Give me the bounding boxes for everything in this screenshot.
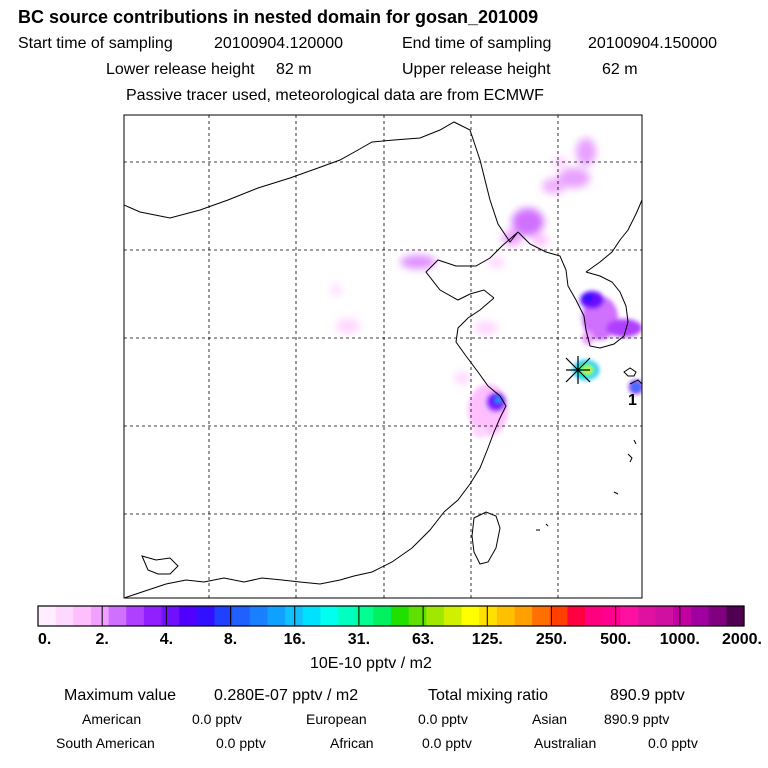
lower-height-label: Lower release height [106, 61, 255, 78]
colorbar-cell [38, 606, 57, 626]
colorbar-cell [143, 606, 163, 626]
colorbar-cell [214, 606, 233, 626]
colorbar-cell [126, 606, 145, 626]
colorbar-tick-label: 500. [600, 631, 631, 648]
colorbar-cell [691, 606, 710, 626]
map-panel: 1 [123, 114, 643, 599]
asian-label: Asian [532, 711, 568, 727]
colorbar-cell [496, 606, 516, 626]
colorbar-cell [391, 606, 410, 626]
colorbar-cell [302, 606, 321, 626]
colorbar-cell [249, 606, 269, 626]
colorbar-cell [320, 606, 339, 626]
colorbar-cell [426, 606, 445, 626]
european-value: 0.0 pptv [418, 711, 468, 727]
upper-height-label: Upper release height [402, 61, 551, 78]
colorbar-cell [267, 606, 286, 626]
colorbar-cell [355, 606, 374, 626]
colorbar-tick-label: 31. [348, 631, 370, 648]
australian-label: Australian [534, 735, 597, 751]
plume-bohai [454, 321, 498, 384]
colorbar-cell [655, 606, 674, 626]
colorbar-cell [232, 606, 251, 626]
plume-japan-hotspot [629, 380, 642, 394]
colorbar-cell [55, 606, 74, 626]
american-label: American [82, 711, 142, 727]
total-mixing-value: 890.9 pptv [610, 687, 685, 704]
african-value: 0.0 pptv [422, 735, 472, 751]
colorbar-tick-label: 2. [96, 631, 109, 648]
colorbar-cell [638, 606, 657, 626]
colorbar-cell [479, 606, 498, 626]
colorbar-cell [90, 606, 110, 626]
colorbar-units: 10E-10 pptv / m2 [310, 655, 432, 672]
american-value: 0.0 pptv [192, 711, 242, 727]
colorbar-cell [196, 606, 216, 626]
end-time-value: 20100904.150000 [588, 35, 718, 52]
colorbar-cell [585, 606, 604, 626]
plume-far-northeast [542, 138, 596, 194]
colorbar-tick-label: 4. [160, 631, 173, 648]
colorbar-cell [443, 606, 463, 626]
start-time-label: Start time of sampling [18, 35, 173, 52]
south-american-value: 0.0 pptv [216, 735, 266, 751]
lower-height-value: 82 m [276, 61, 312, 78]
total-mixing-label: Total mixing ratio [428, 687, 549, 704]
chart-title: BC source contributions in nested domain… [18, 7, 539, 27]
south-american-label: South American [56, 735, 155, 751]
australian-value: 0.0 pptv [648, 735, 698, 751]
colorbar-tick-label: 125. [472, 631, 503, 648]
plume-korea-hotspot [580, 291, 642, 345]
asian-value: 890.9 pptv [604, 711, 670, 727]
colorbar-tick-label: 1000. [660, 631, 700, 648]
colorbar-cell [549, 606, 569, 626]
african-label: African [330, 735, 374, 751]
plume-north-china [331, 255, 504, 334]
colorbar-cell [373, 606, 392, 626]
start-time-value: 20100904.120000 [214, 35, 344, 52]
colorbar-cell [285, 606, 304, 626]
tracer-note: Passive tracer used, meteorological data… [126, 87, 544, 104]
map-frame [123, 114, 643, 599]
colorbar-cell [461, 606, 480, 626]
colorbar-tick-label: 2000. [722, 631, 762, 648]
colorbar-cell [161, 606, 180, 626]
colorbar-cell [708, 606, 727, 626]
max-value: 0.280E-07 pptv / m2 [214, 687, 359, 704]
colorbar-tick-label: 16. [284, 631, 306, 648]
upper-height-value: 62 m [602, 61, 638, 78]
colorbar-cell [73, 606, 92, 626]
gridlines [124, 115, 642, 598]
colorbar-cell [567, 606, 586, 626]
colorbar: 0. 2. 4. 8. 16. 31. 63. 125. 250. 500. 1000. 2000. [37, 605, 762, 648]
colorbar-tick-label: 8. [224, 631, 237, 648]
colorbar-cell [514, 606, 533, 626]
colorbar-cell [673, 606, 692, 626]
max-value-label: Maximum value [64, 687, 177, 704]
receptor-star-icon [565, 356, 591, 384]
colorbar-cell [620, 606, 639, 626]
colorbar-cell [179, 606, 198, 626]
colorbar-cell [108, 606, 127, 626]
colorbar-tick-label: 250. [536, 631, 567, 648]
colorbar-cell [726, 606, 745, 626]
station-label: 1 [628, 392, 637, 409]
colorbar-cell [532, 606, 551, 626]
colorbar-cell [602, 606, 622, 626]
colorbar-tick-label: 63. [412, 631, 434, 648]
colorbar-cell [338, 606, 357, 626]
european-label: European [306, 711, 367, 727]
colorbar-tick-label: 0. [38, 631, 51, 648]
end-time-label: End time of sampling [402, 35, 552, 52]
colorbar-cell [408, 606, 427, 626]
